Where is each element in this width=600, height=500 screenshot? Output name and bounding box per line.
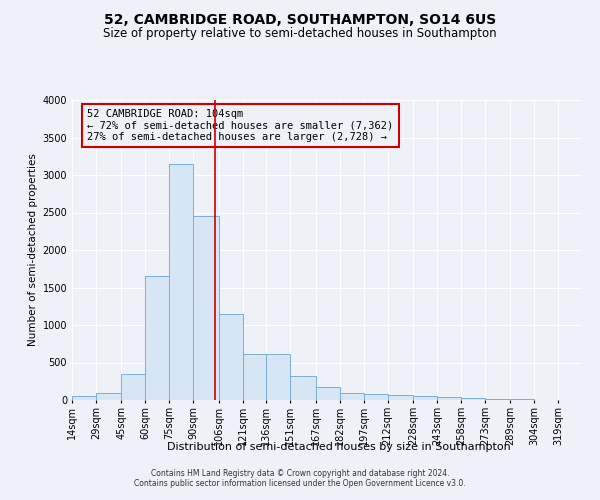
Bar: [364, 394, 388, 400]
Text: Distribution of semi-detached houses by size in Southampton: Distribution of semi-detached houses by …: [167, 442, 511, 452]
Bar: [169, 164, 193, 400]
Bar: [121, 374, 145, 400]
Bar: [218, 314, 242, 400]
Text: Contains HM Land Registry data © Crown copyright and database right 2024.: Contains HM Land Registry data © Crown c…: [151, 468, 449, 477]
Bar: [316, 387, 340, 400]
Bar: [145, 276, 169, 400]
Y-axis label: Number of semi-detached properties: Number of semi-detached properties: [28, 154, 38, 346]
Bar: [96, 392, 121, 400]
Bar: [413, 396, 437, 400]
Bar: [437, 397, 461, 400]
Text: 52 CAMBRIDGE ROAD: 104sqm
← 72% of semi-detached houses are smaller (7,362)
27% : 52 CAMBRIDGE ROAD: 104sqm ← 72% of semi-…: [88, 109, 394, 142]
Bar: [388, 395, 413, 400]
Bar: [290, 376, 316, 400]
Bar: [510, 399, 534, 400]
Text: Size of property relative to semi-detached houses in Southampton: Size of property relative to semi-detach…: [103, 28, 497, 40]
Bar: [242, 354, 266, 400]
Bar: [461, 398, 485, 400]
Bar: [485, 398, 510, 400]
Text: 52, CAMBRIDGE ROAD, SOUTHAMPTON, SO14 6US: 52, CAMBRIDGE ROAD, SOUTHAMPTON, SO14 6U…: [104, 12, 496, 26]
Bar: [72, 396, 96, 400]
Bar: [340, 392, 364, 400]
Bar: [193, 216, 218, 400]
Bar: [266, 354, 290, 400]
Text: Contains public sector information licensed under the Open Government Licence v3: Contains public sector information licen…: [134, 478, 466, 488]
